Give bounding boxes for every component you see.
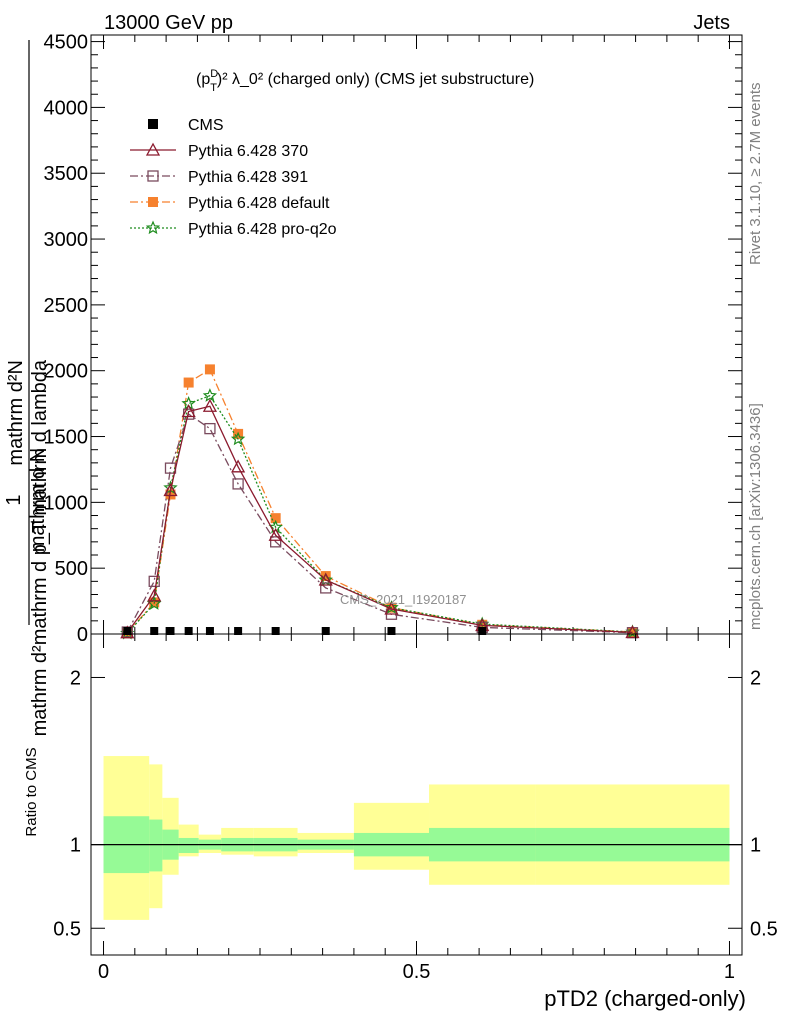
data-point <box>318 572 333 586</box>
ratio-ytick-label: 0.5 <box>53 918 81 940</box>
data-point <box>148 119 158 129</box>
legend-item: Pythia 6.428 370 <box>130 142 308 160</box>
data-point <box>384 600 399 614</box>
main-ytick-label: 0 <box>77 624 88 646</box>
main-ytick-label: 1500 <box>44 427 89 449</box>
data-point <box>148 197 158 207</box>
data-point <box>184 627 193 635</box>
data-point <box>231 459 246 473</box>
data-point <box>320 571 331 582</box>
legend-item: Pythia 6.428 default <box>130 195 330 212</box>
legend-label: Pythia 6.428 370 <box>188 143 308 160</box>
main-ytick-label: 500 <box>55 558 88 580</box>
data-point <box>204 422 216 435</box>
main-ytick-label: 2500 <box>44 295 89 317</box>
series-line <box>126 413 633 634</box>
data-point <box>163 483 178 497</box>
data-point <box>320 582 332 594</box>
ratio-ylabel: Ratio to CMS <box>23 747 40 836</box>
main-ytick-label: 3500 <box>44 163 89 185</box>
legend-item: Pythia 6.428 pro-q2o <box>130 220 337 238</box>
data-point <box>148 575 160 587</box>
ratio-ytick-label-right: 2 <box>750 667 761 689</box>
xtick-label: 1 <box>724 961 735 983</box>
data-point <box>270 536 282 548</box>
data-point <box>147 170 159 182</box>
ratio-panel: 0.5 0.5 1 1 2 2 0 0.5 1 <box>53 633 778 983</box>
main-ytick-label: 3000 <box>44 229 89 251</box>
data-point <box>166 627 175 635</box>
svg-text:mathrm d²mathrm d p_T mathrm d: mathrm d²mathrm d p_T mathrm d lambda <box>29 359 51 736</box>
data-point <box>123 627 132 635</box>
data-point <box>321 627 330 635</box>
main-series <box>120 364 640 640</box>
data-point <box>120 625 135 640</box>
svg-text:mathrm d²N: mathrm d²N <box>5 360 27 466</box>
process-label: Jets <box>693 12 730 34</box>
ratio-ytick-label: 1 <box>70 835 81 857</box>
main-ytick-label: 4500 <box>44 32 89 54</box>
data-point <box>202 398 218 412</box>
stat-uncertainty-band <box>178 837 199 854</box>
svg-text:1: 1 <box>3 494 25 505</box>
xtick-label: 0.5 <box>403 961 431 983</box>
data-point <box>181 404 196 418</box>
ratio-ytick-label-right: 1 <box>750 835 761 857</box>
ratio-axis-ticks: 0.5 0.5 1 1 2 2 0 0.5 1 <box>53 634 778 983</box>
energy-label: 13000 GeV pp <box>104 12 233 34</box>
main-ylabel: 1 mathrm d N mathrm d²N mathrm d²mathrm … <box>3 40 51 736</box>
data-point <box>625 625 640 639</box>
data-point <box>387 627 396 635</box>
ratio-ytick-label: 2 <box>70 667 81 689</box>
rivet-version-label: Rivet 3.1.10, ≥ 2.7M events <box>747 83 764 266</box>
data-point <box>270 513 281 524</box>
data-point <box>232 478 244 490</box>
data-point <box>230 431 246 446</box>
stat-uncertainty-band <box>149 819 163 872</box>
data-point <box>147 588 162 602</box>
svg-text:mathrm d N: mathrm d N <box>27 448 49 552</box>
data-point <box>145 220 161 235</box>
legend-item: Pythia 6.428 391 <box>130 169 308 186</box>
xtick-label: 0 <box>98 961 109 983</box>
series-cms <box>123 627 487 635</box>
data-point <box>145 142 161 156</box>
legend: CMS Pythia 6.428 370 Pythia 6.428 391 Pythi… <box>130 117 337 238</box>
legend-label: Pythia 6.428 default <box>188 195 330 212</box>
main-ytick-label: 4000 <box>44 97 89 119</box>
analysis-id-label: CMS_2021_I1920187 <box>340 592 467 607</box>
data-point <box>205 627 214 635</box>
data-point <box>150 627 159 635</box>
main-panel: 0 500 1000 1500 2000 2500 3000 3500 4000 4500 CMS… <box>44 32 743 646</box>
legend-label: Pythia 6.428 pro-q2o <box>188 221 337 238</box>
series-line <box>126 405 633 634</box>
data-point <box>234 627 243 635</box>
data-point <box>202 388 218 402</box>
main-ytick-label: 1000 <box>44 492 89 514</box>
data-point <box>271 627 280 635</box>
source-label: mcplots.cern.ch [arXiv:1306.3436] <box>747 403 764 630</box>
main-ytick-label: 2000 <box>44 361 89 383</box>
data-point <box>478 627 487 635</box>
ratio-ytick-label-right: 0.5 <box>750 918 778 940</box>
ratio-uncertainty-bands <box>103 756 730 920</box>
x-axis-label: pTD2 (charged-only) <box>544 986 746 1011</box>
series-pythia-6-428-370 <box>120 398 640 639</box>
data-point <box>384 601 399 615</box>
legend-label: Pythia 6.428 391 <box>188 169 308 186</box>
legend-label: CMS <box>188 117 224 134</box>
ratio-frame <box>90 633 743 956</box>
data-point <box>625 624 640 639</box>
data-point <box>204 364 215 375</box>
chart-title: (pD T)² λ_0² (charged only) (CMS jet subs… <box>196 68 534 94</box>
legend-item: CMS <box>148 117 224 134</box>
data-point <box>268 527 283 541</box>
data-point <box>183 377 194 388</box>
